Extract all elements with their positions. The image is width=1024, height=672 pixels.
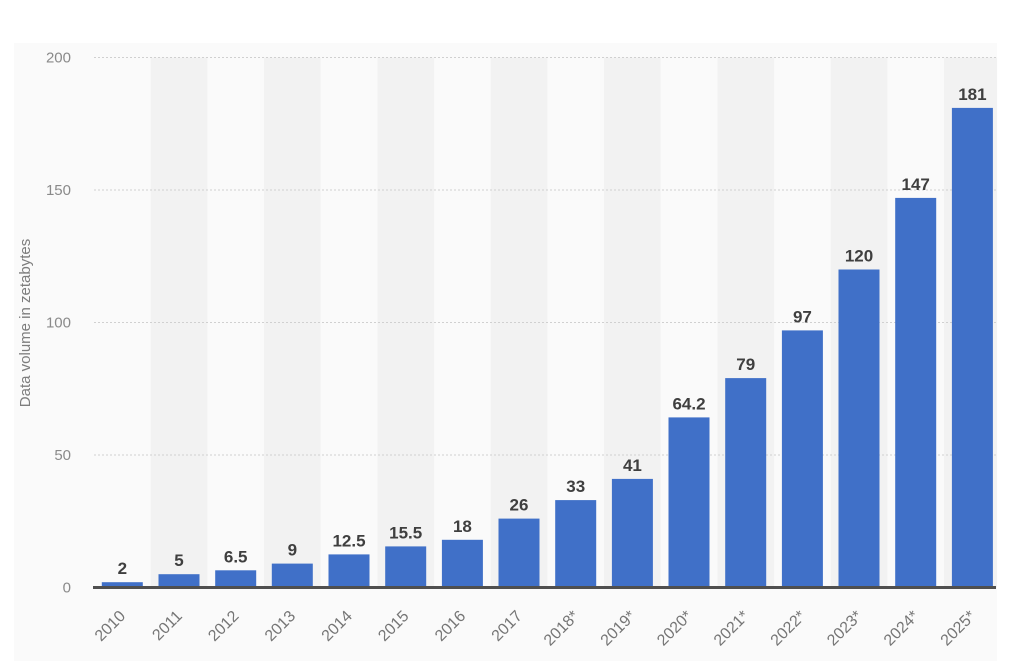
svg-text:64.2: 64.2 [672, 394, 705, 413]
svg-text:79: 79 [736, 355, 755, 374]
svg-text:200: 200 [46, 50, 71, 67]
svg-text:33: 33 [566, 477, 585, 496]
svg-text:150: 150 [46, 182, 71, 199]
svg-text:97: 97 [793, 307, 812, 326]
svg-text:9: 9 [288, 541, 297, 560]
svg-text:147: 147 [902, 175, 930, 194]
svg-text:6.5: 6.5 [224, 547, 248, 566]
svg-text:100: 100 [46, 315, 71, 332]
svg-text:0: 0 [63, 580, 71, 597]
svg-text:18: 18 [453, 517, 472, 536]
svg-text:15.5: 15.5 [389, 523, 422, 542]
svg-text:Data volume in zetabytes: Data volume in zetabytes [17, 239, 34, 407]
svg-text:2: 2 [118, 559, 127, 578]
svg-text:120: 120 [845, 247, 873, 266]
svg-text:5: 5 [174, 551, 183, 570]
svg-text:50: 50 [54, 447, 71, 464]
svg-text:181: 181 [958, 85, 986, 104]
svg-text:41: 41 [623, 456, 642, 475]
svg-text:26: 26 [510, 496, 529, 515]
svg-text:12.5: 12.5 [332, 531, 365, 550]
